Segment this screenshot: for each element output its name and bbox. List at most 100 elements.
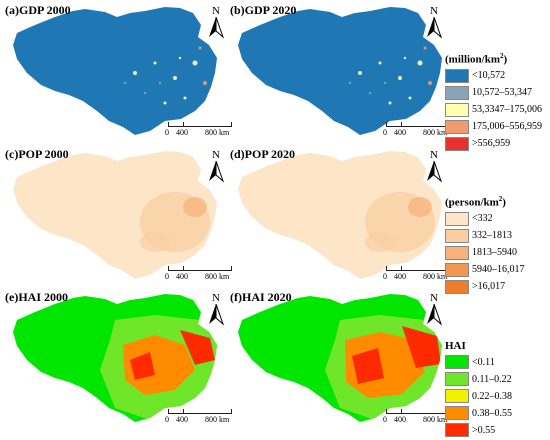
- panel-title: (e)HAI 2000: [5, 290, 68, 304]
- legend-title: (million/km2): [445, 52, 508, 66]
- north-arrow-icon: [209, 17, 225, 39]
- legend-swatch: [445, 68, 469, 83]
- legend-swatch: [445, 102, 469, 117]
- panel-title: (c)POP 2000: [5, 147, 69, 161]
- legend-item: 0.38–0.55: [445, 406, 512, 420]
- north-label: N: [212, 149, 220, 161]
- legend-item: >0.55: [445, 423, 512, 437]
- north-arrow-icon: [427, 17, 443, 39]
- map-panel-b: (b)GDP 2020: [230, 3, 450, 148]
- north-label: N: [430, 149, 438, 161]
- map-panel-d: (d)POP 2020: [230, 147, 450, 292]
- scale-bar: 0 400 800 km: [160, 407, 240, 429]
- north-label: N: [430, 5, 438, 17]
- map-panel-f: (f)HAI 2020: [230, 290, 450, 435]
- scale-mid: 400: [176, 272, 188, 281]
- legend-title: (person/km2): [445, 195, 506, 209]
- panel-title: (b)GDP 2020: [230, 3, 297, 17]
- panel-title: (a)GDP 2000: [5, 3, 71, 17]
- scale-end: 800 km: [423, 415, 448, 424]
- north-arrow: N: [207, 293, 225, 327]
- legend-label: <332: [472, 213, 493, 225]
- legend-swatch: [445, 211, 469, 226]
- north-arrow: N: [425, 150, 443, 184]
- legend-label: 10,572–53,347: [472, 87, 532, 99]
- legend-label: >556,959: [472, 138, 511, 150]
- legend-swatch: [445, 372, 469, 386]
- legend-label: 175,006–556,959: [472, 121, 542, 133]
- legend-item: <10,572: [445, 68, 542, 83]
- legend-item: 5940–16,017: [445, 262, 525, 277]
- north-arrow: N: [207, 6, 225, 40]
- map-panel-c: (c)POP 2000: [5, 147, 225, 292]
- legend-label: 53,3347–175,006: [472, 104, 542, 116]
- legend-item: 175,006–556,959: [445, 119, 542, 134]
- legend-item: 0.11–0.22: [445, 372, 512, 386]
- legend-swatch: [445, 85, 469, 100]
- scale-mid: 400: [176, 415, 188, 424]
- scale-end: 800 km: [205, 128, 230, 137]
- scale-bar: 0 400 800 km: [160, 120, 240, 142]
- legend-swatch: [445, 423, 469, 437]
- scale-mid: 400: [176, 128, 188, 137]
- legend-swatch: [445, 279, 469, 294]
- north-arrow-icon: [427, 161, 443, 183]
- scale-mid: 400: [394, 128, 406, 137]
- panel-title: (d)POP 2020: [230, 147, 295, 161]
- legend-pop: (person/km2) <332 332–1813 1813–5940 594…: [445, 195, 525, 297]
- scale-end: 800 km: [423, 128, 448, 137]
- legend-swatch: [445, 389, 469, 403]
- north-arrow-icon: [209, 304, 225, 326]
- legend-label: 0.11–0.22: [472, 373, 512, 385]
- legend-swatch: [445, 228, 469, 243]
- map-panel-e: (e)HAI 2000: [5, 290, 225, 435]
- legend-item: <332: [445, 211, 525, 226]
- north-label: N: [212, 5, 220, 17]
- legend-label: 332–1813: [472, 230, 512, 242]
- legend-item: >16,017: [445, 279, 525, 294]
- scale-zero: 0: [383, 128, 387, 137]
- scale-zero: 0: [165, 415, 169, 424]
- legend-item: >556,959: [445, 136, 542, 151]
- scale-end: 800 km: [205, 415, 230, 424]
- legend-gdp: (million/km2) <10,572 10,572–53,347 53,3…: [445, 52, 542, 154]
- legend-hai: HAI <0.11 0.11–0.22 0.22–0.38 0.38–0.55 …: [445, 340, 512, 440]
- legend-swatch: [445, 406, 469, 420]
- legend-item: 10,572–53,347: [445, 85, 542, 100]
- north-arrow-icon: [427, 304, 443, 326]
- legend-swatch: [445, 355, 469, 369]
- scale-end: 800 km: [423, 272, 448, 281]
- north-label: N: [430, 292, 438, 304]
- legend-title: HAI: [445, 340, 466, 352]
- north-arrow-icon: [209, 161, 225, 183]
- legend-label: <0.11: [472, 356, 495, 368]
- north-arrow: N: [207, 150, 225, 184]
- scale-mid: 400: [394, 415, 406, 424]
- legend-item: 53,3347–175,006: [445, 102, 542, 117]
- scale-mid: 400: [394, 272, 406, 281]
- panel-title: (f)HAI 2020: [230, 290, 292, 304]
- legend-swatch: [445, 119, 469, 134]
- legend-swatch: [445, 245, 469, 260]
- north-arrow: N: [425, 6, 443, 40]
- scale-zero: 0: [383, 272, 387, 281]
- scale-zero: 0: [383, 415, 387, 424]
- scale-end: 800 km: [205, 272, 230, 281]
- legend-label: <10,572: [472, 70, 506, 82]
- scale-zero: 0: [165, 272, 169, 281]
- legend-label: >0.55: [472, 424, 496, 436]
- legend-swatch: [445, 262, 469, 277]
- legend-item: 332–1813: [445, 228, 525, 243]
- north-arrow: N: [425, 293, 443, 327]
- legend-label: 0.22–0.38: [472, 390, 512, 402]
- scale-bar: 0 400 800 km: [160, 264, 240, 286]
- legend-label: 0.38–0.55: [472, 407, 512, 419]
- legend-swatch: [445, 136, 469, 151]
- scale-zero: 0: [165, 128, 169, 137]
- legend-item: 0.22–0.38: [445, 389, 512, 403]
- north-label: N: [212, 292, 220, 304]
- legend-item: <0.11: [445, 355, 512, 369]
- legend-item: 1813–5940: [445, 245, 525, 260]
- legend-label: 1813–5940: [472, 247, 517, 259]
- legend-label: 5940–16,017: [472, 264, 525, 276]
